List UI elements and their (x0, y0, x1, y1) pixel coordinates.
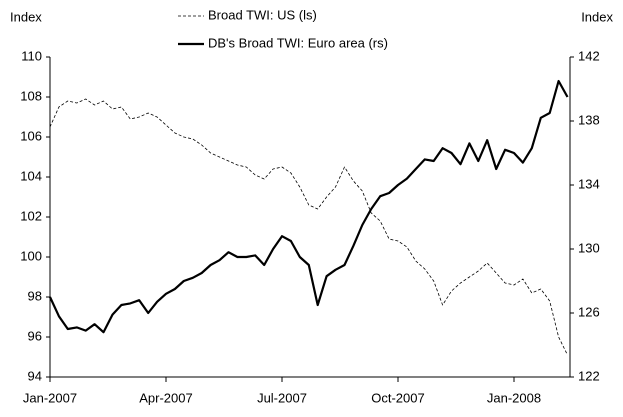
y-tick-label: 98 (28, 288, 42, 303)
y2-tick-label: 138 (578, 112, 600, 127)
y-tick-label: 110 (21, 48, 42, 63)
x-tick-label: Jul-2007 (257, 390, 307, 405)
series-line (49, 79, 569, 334)
y-axis-label: Index (10, 9, 42, 24)
y-tick-label: 102 (20, 208, 42, 223)
x-tick-label: Oct-2007 (371, 390, 424, 405)
y2-tick-label: 126 (578, 304, 600, 319)
x-tick-label: Jan-2007 (23, 390, 77, 405)
x-tick-label: Apr-2007 (139, 390, 192, 405)
legend-label: DB's Broad TWI: Euro area (rs) (208, 35, 388, 50)
x-tick-label: Jan-2008 (487, 390, 541, 405)
y2-tick-label: 142 (578, 48, 600, 63)
series-line (49, 98, 568, 356)
y-tick-label: 96 (28, 328, 42, 343)
y-tick-label: 106 (20, 128, 42, 143)
y2-tick-label: 130 (578, 240, 600, 255)
legend-label: Broad TWI: US (ls) (208, 7, 317, 22)
y-tick-label: 108 (20, 88, 42, 103)
y2-tick-label: 122 (578, 368, 600, 383)
y-tick-label: 94 (28, 368, 42, 383)
y-tick-label: 100 (20, 248, 42, 263)
y2-axis-label: Index (581, 9, 613, 24)
y-tick-label: 104 (20, 168, 42, 183)
y2-tick-label: 134 (578, 176, 600, 191)
